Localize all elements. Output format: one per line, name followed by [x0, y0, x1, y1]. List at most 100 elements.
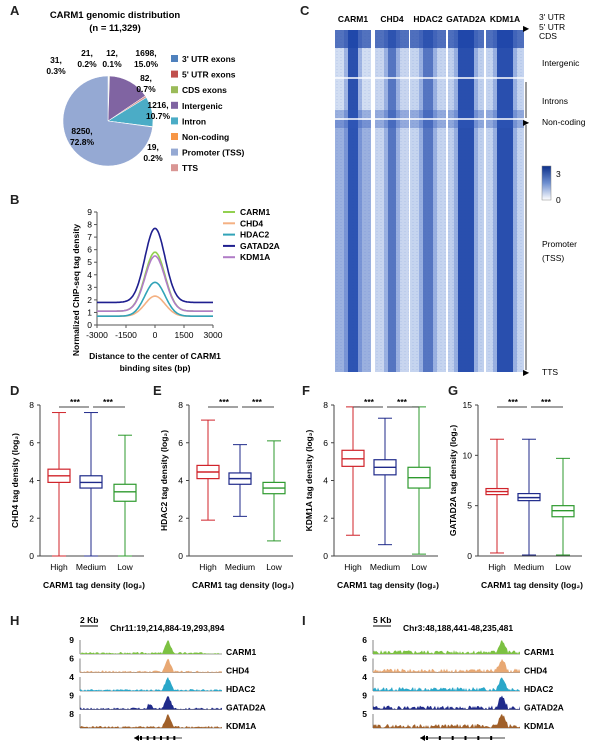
y-tick-label: 2 — [323, 513, 328, 523]
track-name: CHD4 — [524, 666, 547, 676]
profile-chart-b: Normalized ChIP-seq tag density 0 1 2 3 4 5 6 7… — [71, 207, 280, 373]
gene-exon — [464, 736, 467, 740]
box — [485, 438, 509, 554]
region-label: (TSS) — [542, 253, 564, 263]
scale-label: 2 Kb — [80, 615, 98, 625]
boxplot-panel: 0 5 10 15 GATAD2A tag density (log₂) High Medi… — [448, 397, 583, 590]
track-name: CARM1 — [524, 647, 554, 657]
box — [196, 419, 220, 521]
callout-tts-pct: 0.7% — [136, 84, 156, 94]
legend-swatch — [171, 133, 178, 140]
heatmap-headers: CARM1 CHD4 HDAC2 GATAD2A KDM1A — [338, 14, 520, 24]
genome-browser-hi: 2 Kb Chr11:19,214,884-19,293,894 9 CARM1 6 CH… — [69, 615, 564, 741]
gene-arrow — [420, 735, 425, 741]
boxplot-xlabel: CARM1 tag density (log₂) — [337, 580, 439, 590]
legend-label: 5' UTR exons — [182, 70, 236, 80]
heatmap-col-label: HDAC2 — [413, 14, 443, 24]
box-body — [113, 483, 137, 502]
legend-label: HDAC2 — [240, 230, 270, 240]
boxplot-ylabel: CHD4 tag density (log₂) — [10, 433, 20, 528]
profile-xlabel-1: Distance to the center of CARM1 — [89, 351, 221, 361]
heatmap-column — [410, 30, 446, 372]
y-tick-label: 8 — [29, 400, 34, 410]
y-tick-label: 6 — [87, 245, 92, 255]
y-tick-label: 8 — [178, 400, 183, 410]
callout-promoter-pct: 72.8% — [70, 137, 95, 147]
y-tick-label: 6 — [178, 438, 183, 448]
y-tick-label: 0 — [467, 551, 472, 561]
y-tick-label: 15 — [463, 400, 473, 410]
pie-callouts: 31, 0.3% 21, 0.2% 12, 0.1% 1698, 15.0% 8… — [46, 48, 170, 163]
gene-exon — [426, 736, 428, 740]
track-signal — [373, 677, 520, 691]
legend-label: CDS exons — [182, 85, 227, 95]
y-tick-label: 0 — [87, 320, 92, 330]
track-name: KDM1A — [226, 721, 256, 731]
heatmap-core — [388, 30, 396, 372]
gene-exon — [140, 736, 142, 740]
gene-exon — [160, 736, 162, 740]
boxplot-xlabel: CARM1 tag density (log₂) — [43, 580, 145, 590]
pie-subtitle: (n = 11,329) — [89, 23, 141, 34]
profile-xlabel-2: binding sites (bp) — [120, 363, 191, 373]
heatmap-top-band — [410, 30, 446, 48]
boxplot-ylabel: GATAD2A tag density (log₂) — [448, 425, 458, 536]
heatmap-column — [486, 30, 524, 372]
track-name: HDAC2 — [524, 684, 554, 694]
heatmap-top-band — [486, 30, 524, 48]
box — [407, 406, 431, 555]
legend-label: 3' UTR exons — [182, 54, 236, 64]
box — [47, 412, 71, 557]
locus-label: Chr11:19,214,884-19,293,894 — [110, 623, 225, 633]
heatmap-column — [335, 30, 371, 372]
callout-cds-count: 31, — [50, 55, 62, 65]
legend-label: Intron — [182, 116, 206, 126]
track-signal — [373, 658, 520, 673]
sig-label: *** — [70, 397, 81, 407]
region-label: Introns — [542, 96, 568, 106]
x-tick-label: -1500 — [115, 330, 137, 340]
legend-swatch — [171, 148, 178, 156]
box — [228, 444, 252, 517]
box — [551, 457, 575, 556]
box — [373, 417, 397, 546]
profile-line — [97, 295, 213, 317]
sig-label: *** — [397, 397, 408, 407]
heatmap-colorbar: 3 0 — [541, 165, 561, 205]
region-label: 5' UTR — [539, 22, 565, 32]
callout-3utr-pct: 0.1% — [102, 59, 122, 69]
legend-label: Non-coding — [182, 132, 229, 142]
y-tick-label: 0 — [178, 551, 183, 561]
sig-label: *** — [252, 397, 263, 407]
sig-label: *** — [508, 397, 519, 407]
track-signal — [373, 695, 520, 710]
panel-label-d: D — [10, 383, 20, 398]
heatmap-col-label: GATAD2A — [446, 14, 486, 24]
track-max-label: 6 — [362, 654, 367, 664]
legend-label: Intergenic — [182, 101, 223, 111]
region-label: Non-coding — [542, 117, 586, 127]
heatmap-core — [423, 30, 433, 372]
panel-label-g: G — [448, 383, 459, 398]
pie-chart-a: CARM1 genomic distribution (n = 11,329) … — [46, 10, 244, 173]
y-tick-label: 0 — [29, 551, 34, 561]
callout-cds-pct: 0.3% — [46, 66, 66, 76]
y-tick-label: 8 — [87, 220, 92, 230]
box-category-label: Medium — [225, 562, 255, 572]
heatmap-col-label: KDM1A — [490, 14, 520, 24]
panel-label-c: C — [300, 3, 310, 18]
callout-5utr-count: 21, — [81, 48, 93, 58]
boxplot-xlabel: CARM1 tag density (log₂) — [481, 580, 583, 590]
y-tick-label: 4 — [29, 476, 34, 486]
box-category-label: Low — [411, 562, 427, 572]
heatmap-core — [348, 30, 358, 372]
pie-title: CARM1 genomic distribution — [50, 10, 181, 21]
callout-tts-count: 82, — [140, 73, 152, 83]
profile-ylabel: Normalized ChIP-seq tag density — [71, 224, 81, 357]
panel-label-a: A — [10, 3, 20, 18]
legend-swatch — [171, 86, 178, 94]
y-tick-label: 1 — [87, 307, 92, 317]
